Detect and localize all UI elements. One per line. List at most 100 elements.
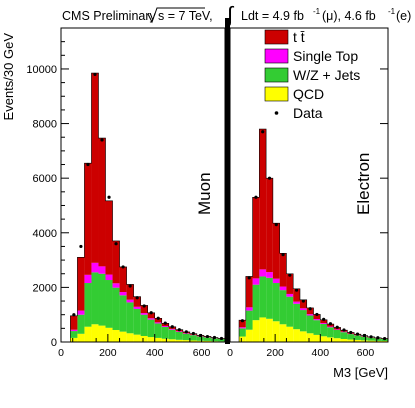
header-lumi-mu: (μ), 4.6 fb [322,9,376,23]
electron-w-z-jets-bar [327,327,334,337]
electron-t-t-bar [266,178,273,272]
electron-single-top-bar [246,307,253,310]
muon-data-point [192,332,195,335]
muon-single-top-bar [91,263,98,273]
muon-w-z-jets-bar [98,274,105,326]
muon-single-top-bar [176,331,183,332]
electron-single-top-bar [253,278,260,284]
electron-single-top-bar [273,279,280,283]
electron-qcd-bar [286,327,293,342]
muon-data-point [107,196,110,199]
muon-w-z-jets-bar [70,331,77,338]
legend-swatch [265,49,288,63]
muon-t-t-bar [120,267,127,292]
legend-label: Data [293,105,323,121]
electron-t-t-bar [259,129,266,269]
electron-data-point [349,331,352,334]
muon-w-z-jets-bar [106,280,113,328]
panel-divider [225,18,230,344]
electron-qcd-bar [253,320,260,342]
muon-data-point [136,296,139,299]
integral-icon: ∫ [225,2,235,27]
electron-w-z-jets-bar [314,320,321,335]
muon-w-z-jets-bar [148,320,155,337]
electron-qcd-bar [320,336,327,342]
electron-single-top-bar [307,314,314,315]
electron-w-z-jets-bar [307,316,314,334]
muon-single-top-bar [84,275,91,283]
muon-w-z-jets-bar [155,323,162,337]
legend-label: QCD [293,86,324,102]
electron-w-z-jets-bar [273,283,280,321]
muon-single-top-bar [127,300,134,303]
electron-data-point [322,318,325,321]
muon-w-z-jets-bar [197,337,204,341]
electron-qcd-bar [259,317,266,342]
electron-data-point [383,337,386,340]
legend-label: t t̄ [293,29,305,45]
electron-data-point [342,328,345,331]
muon-label: Muon [195,172,214,215]
muon-single-top-bar [148,318,155,319]
muon-data-point [121,265,124,268]
electron-qcd-bar [273,321,280,342]
muon-data-point [93,73,96,76]
electron-single-top-bar [286,294,293,297]
x-tick-label: 200 [266,347,284,359]
muon-qcd-bar [148,337,155,342]
y-tick-label: 10000 [26,64,57,76]
electron-data-point [369,335,372,338]
electron-data-point [241,319,244,322]
muon-data-point [143,304,146,307]
electron-data-point [281,253,284,256]
muon-qcd-bar [84,327,91,342]
electron-qcd-bar [307,333,314,342]
x-tick-label: 600 [193,347,211,359]
muon-data-point [72,313,75,316]
electron-qcd-bar [280,324,287,342]
muon-w-z-jets-bar [183,334,190,340]
header-sqrt-s: s = 7 TeV, [158,9,213,23]
muon-single-top-bar [98,266,105,273]
muon-w-z-jets-bar [134,309,141,335]
electron-data-point [295,289,298,292]
electron-data-point [254,196,257,199]
muon-data-point [164,322,167,325]
muon-single-top-bar [120,292,127,295]
electron-single-top-bar [239,327,246,328]
muon-qcd-bar [120,332,127,342]
muon-qcd-bar [91,324,98,342]
electron-data-point [309,307,312,310]
legend-label: Single Top [293,48,358,64]
electron-t-t-bar [253,197,260,278]
muon-qcd-bar [77,334,84,342]
muon-data-point [171,325,174,328]
electron-single-top-bar [314,319,321,320]
y-tick-label: 2000 [33,282,57,294]
electron-t-t-bar [280,253,287,286]
electron-w-z-jets-bar [361,337,368,341]
legend-swatch [265,87,288,101]
electron-data-point [268,177,271,180]
electron-qcd-bar [293,329,300,342]
muon-w-z-jets-bar [113,288,120,330]
muon-single-top-bar [113,283,120,287]
legend-swatch [265,30,288,44]
electron-data-point [288,274,291,277]
electron-single-top-bar [300,308,307,310]
muon-single-top-bar [155,322,162,323]
electron-data-point [356,332,359,335]
x-tick-label: 0 [58,347,64,359]
muon-t-t-bar [84,163,91,275]
muon-data-point [79,245,82,248]
electron-t-t-bar [273,223,280,278]
muon-qcd-bar [155,338,162,342]
electron-w-z-jets-bar [320,324,327,336]
header-lumi-exp-1: -1 [313,7,321,16]
y-tick-label: 4000 [33,228,57,240]
electron-single-top-bar [280,287,287,291]
muon-data-point [114,242,117,245]
muon-w-z-jets-bar [190,335,197,340]
muon-w-z-jets-bar [176,332,183,340]
